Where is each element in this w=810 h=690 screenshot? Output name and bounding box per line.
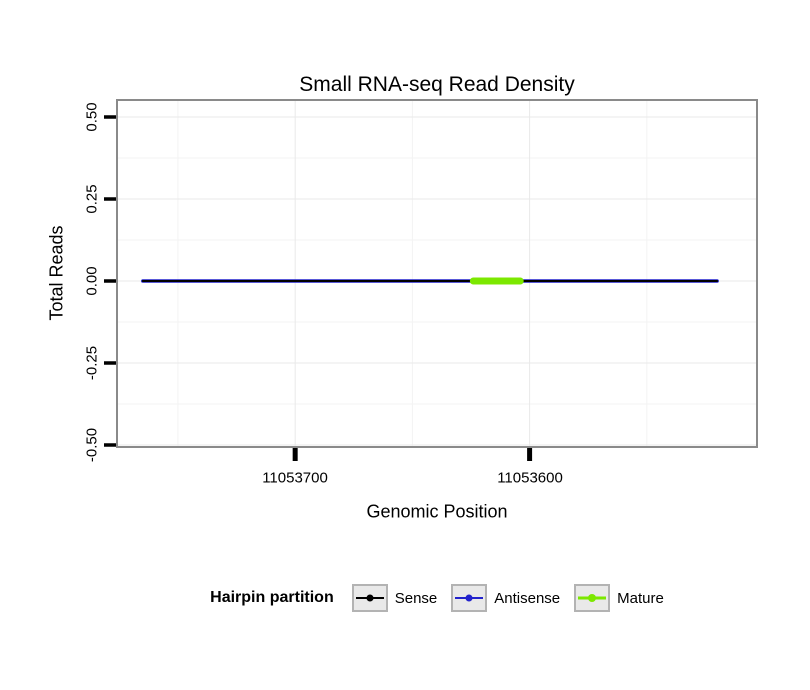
legend: Hairpin partition Sense Antisense bbox=[117, 583, 757, 613]
legend-title: Hairpin partition bbox=[210, 589, 334, 606]
antisense-line-dot-icon bbox=[455, 594, 484, 602]
legend-key-antisense bbox=[451, 584, 488, 612]
legend-label-mature: Mature bbox=[617, 589, 664, 607]
y-tick-label: -0.25 bbox=[83, 345, 101, 381]
legend-item-mature: Mature bbox=[574, 584, 664, 612]
panel-border bbox=[116, 99, 758, 448]
y-axis-title: Total Reads bbox=[46, 225, 67, 321]
x-tick-label: 11053700 bbox=[262, 469, 328, 487]
legend-key-mature bbox=[574, 584, 611, 612]
y-tick-label: 0.00 bbox=[83, 266, 101, 296]
y-tick-label: -0.50 bbox=[83, 427, 101, 463]
x-axis-title: Genomic Position bbox=[366, 501, 508, 522]
legend-label-antisense: Antisense bbox=[494, 589, 561, 607]
legend-item-antisense: Antisense bbox=[451, 584, 560, 612]
y-tick-label: 0.25 bbox=[83, 184, 101, 214]
legend-label-sense: Sense bbox=[394, 589, 438, 607]
legend-key-sense bbox=[351, 584, 388, 612]
sense-line-dot-icon bbox=[355, 594, 384, 602]
y-tick-label: 0.50 bbox=[83, 102, 101, 132]
chart-title: Small RNA-seq Read Density bbox=[299, 73, 575, 96]
x-tick-label: 11053600 bbox=[497, 469, 563, 487]
panel-background bbox=[117, 100, 757, 447]
legend-item-sense: Sense bbox=[351, 584, 438, 612]
mature-line-dot-icon bbox=[578, 594, 607, 602]
